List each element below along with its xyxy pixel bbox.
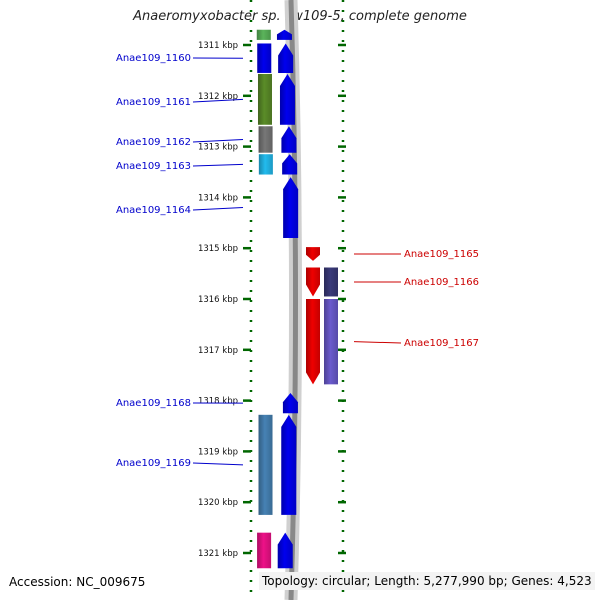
gene-label[interactable]: Anae109_1161 [116,97,191,108]
tick-label: 1312 kbp [198,92,238,102]
gene-arrow-shade [306,247,320,261]
gene-anae109_1165[interactable] [306,247,320,261]
gene-arrow-shade [281,414,297,515]
gene-label[interactable]: Anae109_1167 [404,338,479,349]
gene-arrow-shade [306,267,320,297]
accession-text: Accession: NC_009675 [9,575,146,589]
label-leader [192,207,244,211]
tick-label: 1316 kbp [198,295,238,305]
cog-block-shade [324,267,338,297]
gene-label[interactable]: Anae109_1163 [116,161,191,172]
gene-arrow-shade [278,43,294,73]
gene-label[interactable]: Anae109_1160 [116,53,191,64]
label-leader [353,341,402,344]
gene-anae109_1160[interactable] [257,43,294,73]
gene-anae109_1169[interactable] [258,414,297,515]
tick-label: 1317 kbp [198,346,238,356]
cog-block-shade [258,414,273,515]
gene-label[interactable]: Anae109_1165 [404,249,479,260]
gene-label[interactable]: Anae109_1168 [116,398,191,409]
gene-arrow-shade [283,177,299,239]
tick-label: 1315 kbp [198,244,238,254]
gene-arrow-shade [282,154,298,175]
gene-anae109_1168[interactable] [282,392,298,414]
cog-block-shade [324,299,338,385]
label-leader [192,462,244,466]
gene-anae109_1159[interactable] [256,29,292,40]
gene-arrow-shade [281,126,297,153]
label-leader [192,98,244,103]
gene-arrow-shade [279,73,295,125]
cog-block-shade [257,43,272,73]
tick-label: 1313 kbp [198,143,238,153]
label-leader [192,138,244,143]
gene-label[interactable]: Anae109_1162 [116,137,191,148]
tick-label: 1318 kbp [198,397,238,407]
genome-title: Anaeromyxobacter sp. Fw109-5, complete g… [133,9,467,24]
tick-label: 1319 kbp [198,447,238,457]
gene-label[interactable]: Anae109_1164 [116,205,191,216]
cog-block-shade [258,154,273,175]
label-leader [192,163,244,167]
gene-anae109_1164[interactable] [283,177,299,239]
tick-label: 1321 kbp [198,549,238,559]
gene-arrow-shade [276,29,292,40]
gene-arrow-shade [306,299,320,385]
gene-anae109_1161[interactable] [257,73,295,125]
gene-anae109_1166[interactable] [306,267,338,297]
gene-anae109_1163[interactable] [258,154,298,175]
gene-anae109_1167[interactable] [306,299,338,385]
topology-text: Topology: circular; Length: 5,277,990 bp… [259,572,595,590]
gene-arrow-shade [277,532,293,569]
cog-block-shade [256,29,271,40]
cog-block-shade [257,73,272,125]
cog-block-shade [257,532,272,569]
gene-anae109_1170[interactable] [257,532,293,569]
tick-label: 1311 kbp [198,41,238,51]
tick-label: 1314 kbp [198,193,238,203]
cog-block-shade [258,126,273,153]
gene-arrow-shade [282,392,298,414]
gene-anae109_1162[interactable] [258,126,297,153]
gene-label[interactable]: Anae109_1166 [404,277,479,288]
tick-label: 1320 kbp [198,498,238,508]
gene-label[interactable]: Anae109_1169 [116,458,191,469]
